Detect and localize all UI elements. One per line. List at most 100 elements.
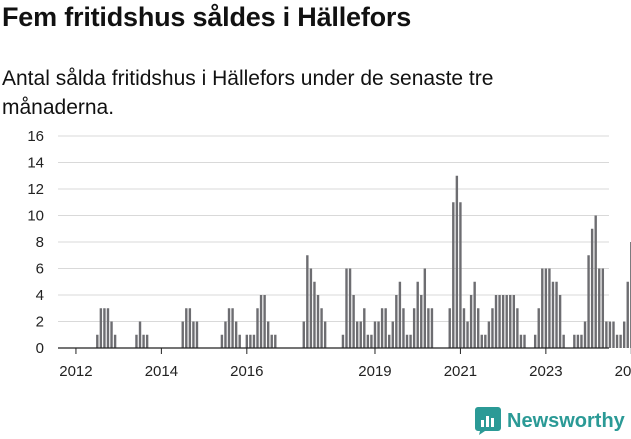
bar	[309, 268, 313, 348]
bar	[505, 295, 508, 348]
bar	[462, 308, 466, 348]
bar	[345, 268, 348, 348]
bar	[541, 268, 544, 348]
bar	[601, 268, 605, 348]
bar	[320, 308, 323, 348]
x-tick-label: 2014	[145, 363, 178, 380]
bar	[448, 308, 451, 348]
bar	[135, 334, 138, 348]
bar	[231, 308, 234, 348]
bar	[384, 308, 387, 348]
bar	[103, 308, 106, 348]
bar	[313, 281, 316, 348]
bar	[270, 334, 273, 348]
bar	[494, 295, 498, 348]
bar	[594, 215, 597, 348]
bar	[605, 321, 608, 348]
bar	[587, 255, 590, 348]
bar	[366, 334, 370, 348]
bar	[420, 295, 423, 348]
bar	[348, 268, 352, 348]
bar	[573, 334, 576, 348]
bar	[427, 308, 430, 348]
y-tick-label: 16	[27, 128, 44, 145]
bar	[512, 295, 516, 348]
bar	[142, 334, 145, 348]
bar	[409, 334, 412, 348]
bar	[245, 334, 249, 348]
bar	[598, 268, 601, 348]
bar	[608, 321, 612, 348]
bar	[355, 321, 359, 348]
bar	[363, 308, 366, 348]
bar	[533, 334, 537, 348]
bar	[106, 308, 110, 348]
bar	[501, 295, 505, 348]
bar	[487, 321, 491, 348]
bar	[452, 202, 455, 348]
bar	[590, 228, 594, 348]
y-tick-label: 12	[27, 181, 44, 198]
bar	[491, 308, 494, 348]
bar	[459, 202, 462, 348]
bar	[352, 295, 355, 348]
bar	[416, 281, 419, 348]
bar	[266, 321, 270, 348]
bar	[551, 281, 555, 348]
bar	[188, 308, 192, 348]
chart-title: Fem fritidshus såldes i Hällefors	[2, 2, 412, 32]
bar	[562, 334, 565, 348]
bar	[302, 321, 305, 348]
bar	[110, 321, 113, 348]
y-tick-label: 2	[36, 314, 44, 331]
bar	[145, 334, 149, 348]
x-tick-label: 2021	[444, 363, 477, 380]
y-tick-label: 0	[36, 340, 44, 357]
bar	[227, 308, 231, 348]
bar	[395, 295, 398, 348]
bar	[466, 321, 469, 348]
bar	[252, 334, 256, 348]
bar	[548, 268, 551, 348]
bar	[626, 281, 629, 348]
bar	[473, 281, 476, 348]
y-tick-label: 4	[36, 287, 44, 304]
x-tick-label: 2016	[230, 363, 263, 380]
bar	[380, 308, 384, 348]
x-tick-label: 2023	[529, 363, 562, 380]
bar	[523, 334, 526, 348]
bar	[192, 321, 195, 348]
y-tick-label: 6	[36, 261, 44, 278]
bar	[398, 281, 402, 348]
bar	[544, 268, 548, 348]
bar	[138, 321, 142, 348]
chart-subtitle: Antal sålda fritidshus i Hällefors under…	[2, 67, 494, 119]
bar	[323, 321, 327, 348]
y-tick-label: 8	[36, 234, 44, 251]
x-tick-label: 2019	[358, 363, 391, 380]
bar	[558, 295, 562, 348]
bar	[480, 334, 483, 348]
bar	[509, 295, 512, 348]
bar	[181, 321, 184, 348]
newsworthy-logo[interactable]: Newsworthy	[475, 407, 625, 435]
bar	[113, 334, 117, 348]
bar	[306, 255, 309, 348]
bar	[405, 334, 409, 348]
bar	[555, 281, 558, 348]
newsworthy-logo-text: Newsworthy	[507, 409, 625, 432]
bar	[263, 295, 266, 348]
bar	[477, 308, 480, 348]
bar	[220, 334, 224, 348]
bar	[484, 334, 487, 348]
bar	[498, 295, 501, 348]
bar	[370, 334, 373, 348]
bar	[615, 334, 619, 348]
bar	[341, 334, 345, 348]
bar	[391, 321, 394, 348]
bar	[259, 295, 263, 348]
bar	[412, 308, 416, 348]
bar	[373, 321, 377, 348]
bar	[388, 334, 391, 348]
